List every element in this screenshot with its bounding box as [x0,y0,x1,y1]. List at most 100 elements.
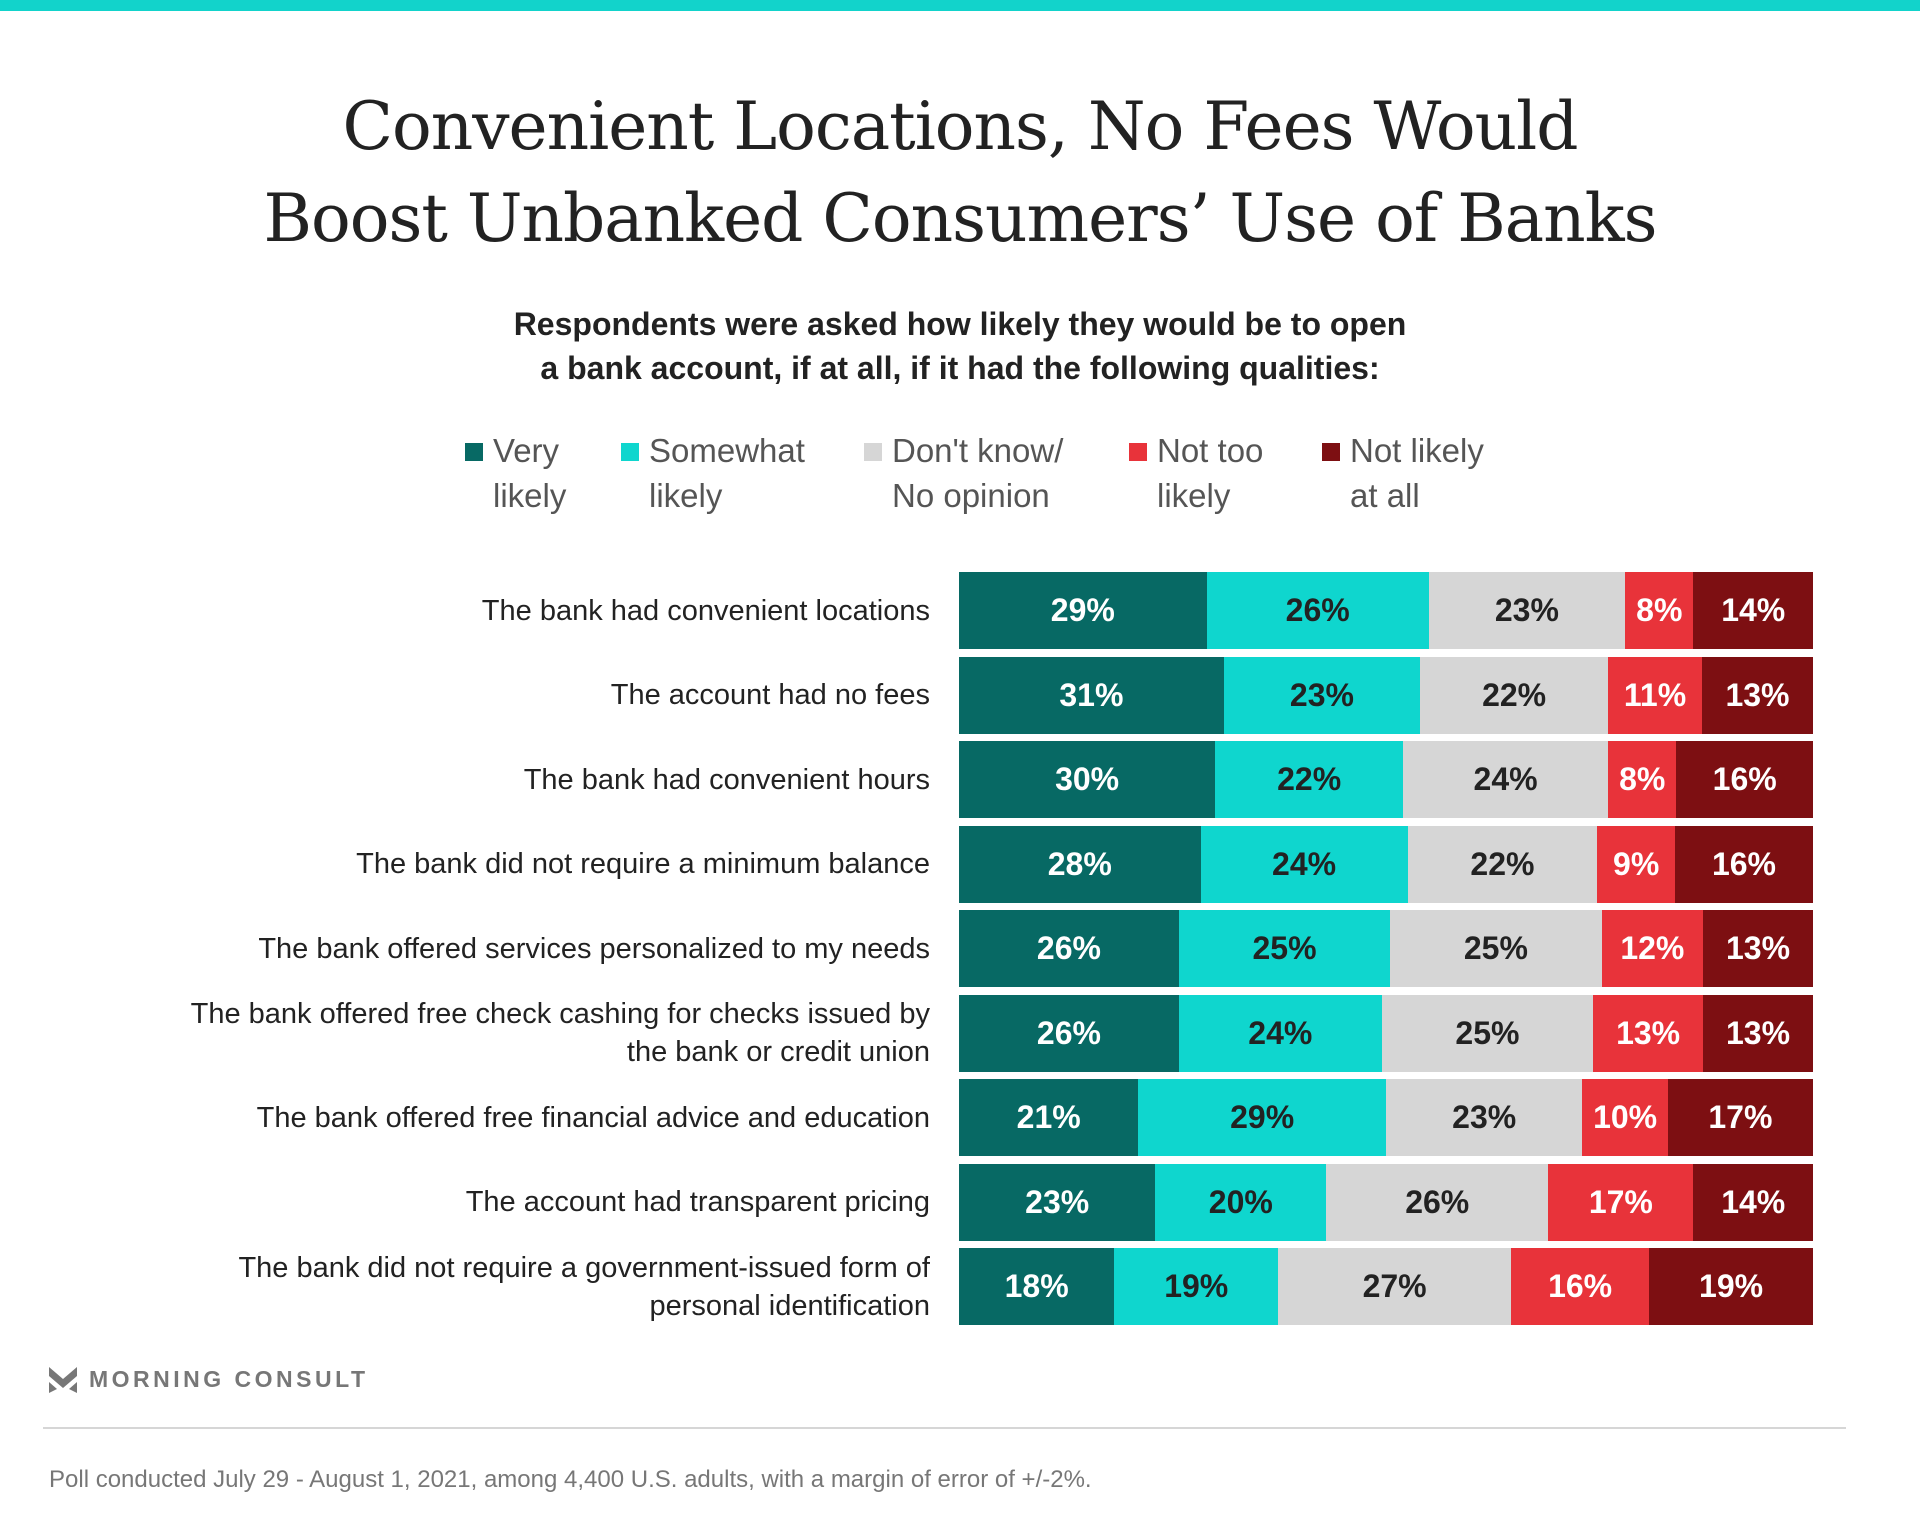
morning-consult-logo: MORNING CONSULT [49,1366,369,1393]
bar-segment: 25% [1390,910,1602,987]
bar-segment: 17% [1548,1163,1694,1241]
category-label: The bank had convenient hours [523,763,930,796]
category-label: The bank had convenient locations [481,594,930,627]
bar-segment: 10% [1582,1079,1668,1156]
data-label: 17% [1708,1099,1773,1135]
data-label: 24% [1248,1014,1313,1051]
bar-segment: 24% [1200,825,1408,903]
data-label: 29% [1050,592,1115,628]
legend-label: Not too likely [1157,432,1264,514]
bar-segment: 23% [1428,572,1626,649]
bar-segment: 29% [959,572,1207,649]
bar-segment: 31% [959,656,1224,734]
data-label: 18% [1004,1268,1069,1304]
bar-segment: 29% [1138,1079,1386,1156]
bar-segment: 25% [1381,994,1594,1072]
bar-segment: 23% [1223,656,1421,734]
bar-segment: 14% [1693,1163,1813,1241]
bar-segment: 16% [1674,825,1813,903]
category-label: The bank offered free check cashing for … [190,998,930,1068]
data-label: 26% [1405,1183,1470,1220]
data-label: 24% [1272,845,1337,882]
data-label: 25% [1463,930,1528,966]
data-label: 23% [1452,1099,1517,1135]
legend-swatch [864,443,882,461]
data-label: 26% [1036,930,1101,966]
bar-segment: 11% [1608,656,1702,734]
category-label: The bank offered services personalized t… [258,932,930,965]
data-label: 22% [1482,676,1547,713]
legend-swatch [465,443,483,461]
data-label: 13% [1726,930,1791,966]
data-label: 14% [1721,592,1786,628]
data-label: 16% [1712,761,1777,797]
legend-label: Don't know/ No opinion [892,432,1064,514]
bar-segment: 9% [1597,825,1675,903]
data-label: 14% [1721,1183,1786,1220]
bar-segment: 23% [1386,1079,1583,1156]
legend-label: Not likely at all [1350,432,1484,514]
bar-segment: 30% [959,741,1216,818]
bar-segment: 28% [959,825,1201,903]
bar-segment: 17% [1667,1079,1813,1156]
data-label: 29% [1230,1099,1295,1135]
subtitle-line-2: a bank account, if at all, if it had the… [540,350,1380,386]
data-label: 23% [1025,1183,1090,1220]
category-label: The account had transparent pricing [465,1186,930,1218]
data-label: 25% [1252,930,1317,966]
bar-segment: 12% [1601,910,1704,987]
bar-segment: 22% [1215,741,1404,818]
bar-segment: 13% [1701,656,1813,734]
data-label: 25% [1455,1014,1520,1051]
bar-segment: 14% [1693,572,1813,649]
bar-segment: 24% [1178,994,1382,1072]
data-label: 16% [1711,845,1776,882]
bar-segment: 19% [1114,1248,1279,1325]
bar-segment: 23% [959,1163,1156,1241]
data-label: 28% [1047,845,1112,882]
bar-segment: 26% [959,994,1179,1072]
data-label: 26% [1036,1014,1101,1051]
bar-segment: 19% [1649,1248,1813,1325]
chart-subtitle: Respondents were asked how likely they w… [0,302,1920,390]
bar-segment: 13% [1593,994,1704,1072]
bar-segment: 25% [1178,910,1391,987]
bar-segment: 8% [1625,572,1694,649]
bar-segment: 26% [1206,572,1429,649]
chart-title-line-2: Boost Unbanked Consumers’ Use of Banks [263,180,1658,257]
bar-segment: 8% [1608,741,1677,818]
bar-segment: 16% [1676,741,1813,818]
chart-title-line-1: Convenient Locations, No Fees Would [342,88,1579,165]
category-label: The bank did not require a minimum balan… [356,848,930,880]
bar-segment: 27% [1278,1248,1512,1325]
legend-swatch [1129,443,1147,461]
category-label: The bank offered free financial advice a… [256,1101,930,1134]
morning-consult-logo-icon [49,1366,77,1393]
bar-segment: 22% [1407,825,1598,903]
bar-segment: 24% [1403,741,1609,818]
data-label: 22% [1277,761,1342,797]
bar-segment: 21% [959,1079,1139,1156]
data-label: 23% [1494,592,1559,628]
data-label: 30% [1055,761,1120,797]
legend-swatch [1322,443,1340,461]
data-label: 17% [1588,1183,1653,1220]
category-label: The bank did not require a government-is… [238,1251,930,1322]
data-label: 31% [1059,676,1124,713]
bar-segment: 22% [1420,656,1609,734]
data-label: 9% [1613,845,1660,882]
bar-segment: 13% [1703,910,1813,987]
footnote: Poll conducted July 29 - August 1, 2021,… [49,1466,1092,1493]
data-label: 20% [1208,1183,1273,1220]
data-label: 27% [1362,1268,1427,1304]
legend-label: Very likely [493,432,567,514]
data-label: 22% [1470,845,1535,882]
data-label: 10% [1593,1099,1658,1135]
legend-label: Somewhat likely [649,432,805,514]
bar-segment: 13% [1703,994,1813,1072]
data-label: 24% [1473,761,1538,797]
bar-segment: 26% [959,910,1179,987]
data-label: 23% [1289,676,1354,713]
legend-swatch [621,443,639,461]
data-label: 8% [1619,761,1666,797]
